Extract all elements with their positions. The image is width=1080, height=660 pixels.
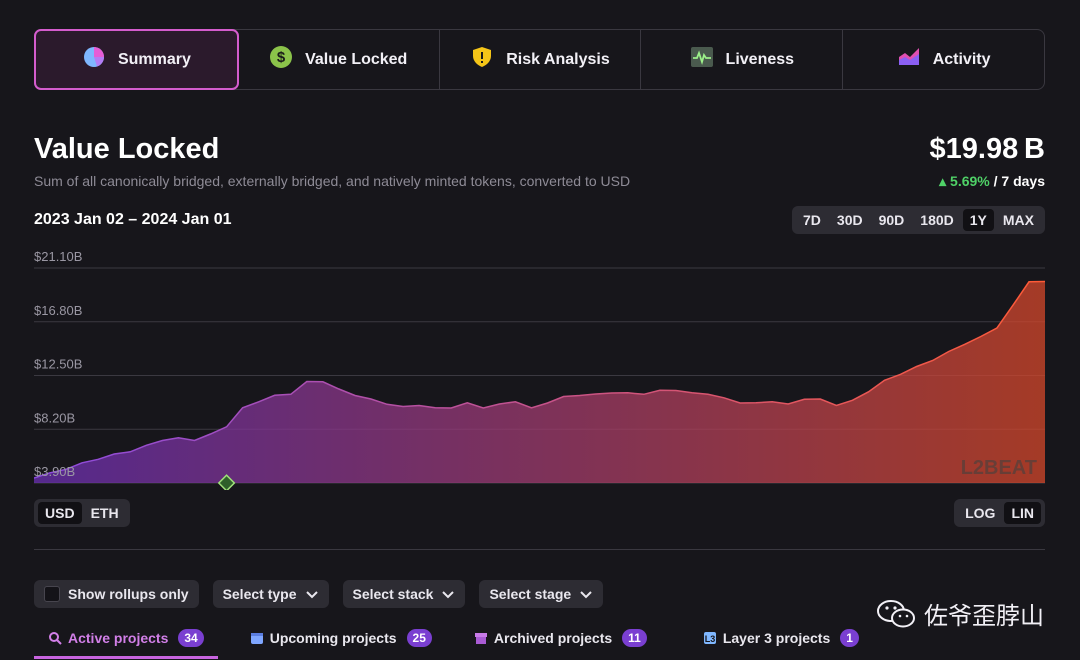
search-sparkle-icon: [49, 632, 62, 645]
pie-chart-icon: [82, 45, 106, 74]
rollups-only-checkbox[interactable]: Show rollups only: [34, 580, 199, 608]
change-period: / 7 days: [993, 173, 1045, 189]
scale-lin[interactable]: LIN: [1004, 502, 1041, 524]
count-badge: 11: [622, 629, 647, 647]
archive-box-icon: [474, 633, 487, 644]
event-marker[interactable]: [217, 474, 236, 490]
chevron-down-icon: [442, 591, 455, 599]
currency-usd[interactable]: USD: [38, 502, 82, 524]
range-max[interactable]: MAX: [1002, 212, 1034, 228]
pulse-icon: [690, 45, 714, 74]
range-30d[interactable]: 30D: [836, 212, 863, 228]
select-stack-dropdown[interactable]: Select stack: [342, 580, 466, 608]
tab-label: Upcoming projects: [269, 630, 397, 646]
tab-value-locked[interactable]: $ Value Locked: [238, 30, 440, 89]
weekly-change: ▴ 5.69% / 7 days: [939, 173, 1045, 190]
tab-archived-projects[interactable]: Archived projects 11: [460, 624, 661, 652]
currency-toggle: USD ETH: [34, 499, 130, 527]
scale-toggle: LOG LIN: [954, 499, 1045, 527]
page-subtitle: Sum of all canonically bridged, external…: [34, 173, 631, 189]
select-stage-dropdown[interactable]: Select stage: [479, 580, 604, 608]
value-locked-chart[interactable]: $21.10B $16.80B $12.50B $8.20B $3.90B L2BEAT: [34, 250, 1045, 490]
tab-label: Activity: [932, 50, 991, 68]
date-range: 2023 Jan 02 – 2024 Jan 01: [34, 211, 232, 228]
tab-upcoming-projects[interactable]: Upcoming projects 25: [236, 624, 446, 652]
layer3-icon: L3: [703, 632, 716, 644]
filter-bar: Show rollups only Select type Select sta…: [34, 580, 604, 608]
tab-layer3-projects[interactable]: L3 Layer 3 projects 1: [689, 624, 873, 652]
tab-activity[interactable]: Activity: [843, 30, 1044, 89]
change-percent: 5.69%: [950, 173, 990, 189]
total-value: $19.98 B: [929, 133, 1045, 165]
tab-risk-analysis[interactable]: Risk Analysis: [440, 30, 642, 89]
range-1y[interactable]: 1Y: [962, 209, 994, 231]
range-180d[interactable]: 180D: [920, 212, 954, 228]
range-7d[interactable]: 7D: [803, 212, 821, 228]
filter-label: Show rollups only: [68, 586, 189, 602]
shield-warning-icon: [470, 45, 494, 74]
tab-liveness[interactable]: Liveness: [641, 30, 844, 89]
currency-eth[interactable]: ETH: [90, 505, 119, 521]
y-tick-label: $16.80B: [34, 303, 82, 318]
chart-watermark: L2BEAT: [961, 457, 1037, 479]
page-title: Value Locked: [34, 133, 220, 165]
filter-label: Select stack: [352, 586, 434, 602]
count-badge: 34: [178, 629, 204, 647]
tab-active-projects[interactable]: Active projects 34: [34, 624, 218, 659]
filter-label: Select stage: [489, 586, 572, 602]
trend-up-icon: ▴: [939, 173, 951, 189]
section-divider: [34, 549, 1045, 550]
tab-summary[interactable]: Summary: [34, 29, 239, 90]
activity-chart-icon: [897, 45, 921, 74]
tab-label: Liveness: [725, 50, 795, 68]
chevron-down-icon: [305, 591, 318, 599]
select-type-dropdown[interactable]: Select type: [212, 580, 329, 608]
range-selector: 7D 30D 90D 180D 1Y MAX: [792, 206, 1045, 234]
count-badge: 25: [406, 629, 432, 647]
chart-area: [34, 281, 1045, 483]
dollar-icon: $: [269, 45, 293, 74]
range-90d[interactable]: 90D: [878, 212, 905, 228]
scale-log[interactable]: LOG: [965, 505, 996, 521]
y-tick-label: $3.90B: [34, 464, 75, 479]
y-tick-label: $8.20B: [34, 410, 75, 425]
y-tick-label: $21.10B: [34, 250, 82, 264]
svg-text:$: $: [277, 49, 286, 66]
y-tick-label: $12.50B: [34, 357, 82, 372]
checkbox-box[interactable]: [44, 586, 60, 602]
svg-text:L3: L3: [705, 634, 716, 644]
filter-label: Select type: [222, 586, 297, 602]
project-tabs: Active projects 34 Upcoming projects 25 …: [34, 624, 873, 660]
tab-label: Layer 3 projects: [722, 630, 831, 646]
tab-label: Archived projects: [493, 630, 613, 646]
calendar-icon: [250, 633, 263, 644]
tab-label: Risk Analysis: [506, 50, 610, 68]
wechat-icon: [877, 599, 915, 627]
tab-label: Summary: [117, 50, 191, 68]
count-badge: 1: [840, 629, 859, 647]
tab-label: Value Locked: [305, 50, 408, 68]
wechat-watermark: 佐爷歪脖山: [876, 596, 1044, 631]
chart-line: [34, 280, 1045, 479]
chevron-down-icon: [580, 591, 592, 599]
detail-tabs: Summary $ Value Locked Risk Analysis Liv…: [34, 29, 1045, 90]
tab-label: Active projects: [68, 630, 169, 646]
watermark-text: 佐爷歪脖山: [924, 602, 1044, 630]
